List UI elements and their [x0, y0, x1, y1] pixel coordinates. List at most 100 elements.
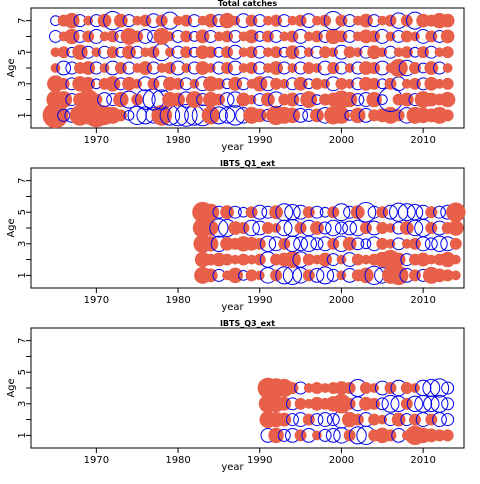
data-point-positive	[319, 14, 332, 27]
data-point-positive	[252, 76, 268, 92]
data-point-negative	[218, 107, 236, 124]
data-point-positive	[401, 78, 412, 89]
data-point-negative	[317, 412, 333, 427]
data-point-negative	[342, 220, 358, 236]
data-point-negative	[325, 427, 341, 443]
data-point-positive	[312, 15, 322, 26]
data-point-positive	[293, 76, 308, 91]
data-point-positive	[238, 63, 249, 73]
data-point-positive	[401, 238, 412, 249]
y-tick-label: 5	[17, 49, 28, 55]
data-point-positive	[57, 46, 70, 59]
data-point-positive	[441, 77, 454, 90]
data-point-negative	[348, 426, 367, 445]
data-point-positive	[335, 77, 348, 90]
data-point-positive	[369, 383, 380, 393]
data-point-positive	[350, 205, 365, 220]
data-point-positive	[350, 107, 366, 124]
data-point-positive	[450, 270, 461, 281]
data-point-negative	[293, 236, 309, 252]
data-point-negative	[326, 413, 340, 427]
data-point-negative	[209, 218, 229, 238]
data-point-positive	[153, 27, 171, 45]
data-point-positive	[359, 222, 372, 234]
data-point-negative	[310, 205, 324, 219]
data-point-positive	[214, 31, 224, 42]
data-point-positive	[245, 269, 258, 282]
x-tick-label: 2010	[410, 135, 435, 146]
y-tick-label: 7	[17, 17, 28, 23]
y-axis-label: Age	[6, 218, 17, 237]
data-point-negative	[406, 203, 424, 221]
data-point-positive	[440, 13, 455, 28]
data-point-positive	[236, 92, 251, 107]
data-point-positive	[286, 30, 299, 43]
data-point-positive	[377, 15, 388, 26]
x-tick-label: 2000	[329, 135, 354, 146]
data-point-positive	[410, 31, 420, 42]
data-point-negative	[441, 413, 455, 427]
data-point-positive	[320, 383, 330, 393]
data-point-positive	[99, 63, 110, 73]
x-tick-label: 1990	[247, 295, 272, 306]
data-point-negative	[441, 397, 455, 411]
chart-title: Total catches	[218, 0, 277, 8]
data-point-negative	[431, 235, 448, 253]
data-point-positive	[366, 91, 382, 108]
data-point-negative	[316, 266, 335, 285]
data-point-positive	[303, 31, 314, 42]
data-point-positive	[244, 29, 259, 44]
data-point-positive	[238, 47, 249, 58]
data-point-positive	[132, 78, 143, 89]
data-point-positive	[261, 222, 274, 234]
data-point-positive	[368, 77, 381, 90]
y-tick-label: 5	[17, 209, 28, 215]
data-point-negative	[381, 394, 400, 413]
data-point-positive	[376, 237, 389, 250]
data-point-positive	[358, 267, 374, 284]
data-point-negative	[318, 428, 332, 442]
x-tick-label: 1970	[84, 295, 109, 306]
x-tick-label: 2010	[410, 455, 435, 466]
y-axis-label: Age	[6, 378, 17, 397]
data-point-positive	[319, 46, 332, 59]
data-point-negative	[309, 267, 325, 283]
y-tick-label: 5	[17, 369, 28, 375]
data-point-positive	[409, 62, 421, 74]
data-point-positive	[221, 46, 234, 59]
data-point-positive	[361, 254, 371, 265]
y-tick-label: 1	[17, 112, 28, 118]
data-point-positive	[312, 63, 322, 73]
data-point-positive	[302, 253, 315, 266]
data-point-negative	[285, 413, 299, 427]
data-point-positive	[263, 47, 273, 58]
data-point-positive	[439, 91, 456, 108]
data-point-positive	[384, 77, 397, 90]
data-point-positive	[448, 220, 464, 236]
data-point-negative	[441, 381, 455, 395]
data-point-positive	[131, 30, 144, 43]
chart-title: IBTS_Q3_ext	[220, 319, 275, 328]
data-point-negative	[318, 221, 332, 235]
chart-panel-1: Total catches 1970 1980 1990 2000 2010 1 3 5 7 yea…	[6, 0, 465, 153]
data-point-positive	[328, 47, 339, 58]
y-axis-label: Age	[6, 58, 17, 77]
data-point-negative	[351, 237, 365, 251]
data-point-positive	[310, 77, 323, 90]
data-point-positive	[343, 46, 356, 59]
data-point-positive	[114, 109, 127, 122]
data-point-positive	[81, 76, 96, 91]
data-point-positive	[359, 382, 372, 394]
data-point-positive	[310, 382, 323, 394]
data-point-positive	[227, 267, 243, 284]
data-point-positive	[122, 76, 136, 91]
data-point-negative	[56, 60, 72, 76]
data-point-positive	[97, 13, 112, 28]
data-point-positive	[270, 77, 283, 90]
data-point-positive	[368, 30, 381, 43]
data-point-positive	[189, 78, 200, 89]
data-point-positive	[163, 62, 176, 74]
y-tick-label: 7	[17, 177, 28, 183]
data-point-negative	[433, 205, 446, 219]
data-point-negative	[228, 205, 242, 219]
